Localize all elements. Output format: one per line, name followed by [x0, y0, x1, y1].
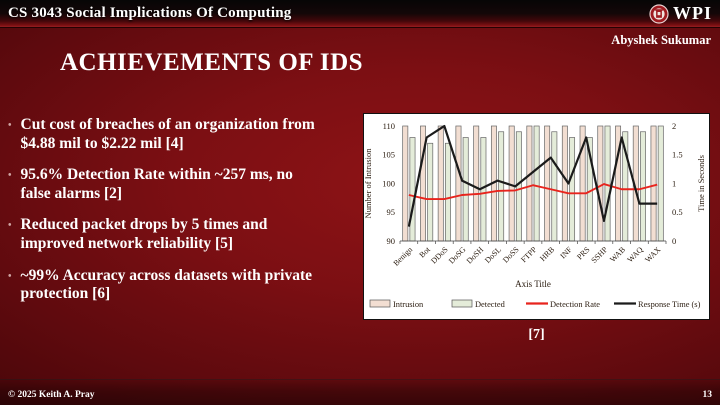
bullet-list: • Cut cost of breaches of an organization… [8, 116, 320, 317]
svg-text:1: 1 [672, 178, 676, 188]
svg-text:1.5: 1.5 [672, 150, 683, 160]
bullet-dot-icon: • [8, 220, 12, 232]
wpi-logo: WPI [649, 3, 712, 24]
svg-text:95: 95 [387, 207, 396, 217]
wpi-seal-icon [649, 3, 669, 24]
wpi-wordmark: WPI [673, 3, 712, 23]
bullet-text: Reduced packet drops by 5 times and impr… [20, 216, 268, 252]
svg-text:Detected: Detected [475, 300, 506, 309]
svg-text:DoSG: DoSG [447, 245, 468, 266]
svg-text:Response Time (s): Response Time (s) [638, 300, 701, 309]
svg-text:HRB: HRB [538, 245, 556, 263]
svg-text:INF: INF [558, 245, 574, 261]
bullet-item: • Reduced packet drops by 5 times and imp… [8, 216, 320, 253]
svg-text:Time in Seconds: Time in Seconds [696, 155, 706, 212]
svg-text:DDoS: DDoS [429, 245, 450, 266]
svg-text:Benign: Benign [392, 245, 415, 268]
bullet-text: Cut cost of breaches of an organization … [20, 116, 315, 152]
bullet-dot-icon: • [8, 120, 12, 131]
bullet-dot-icon: • [8, 270, 12, 282]
svg-text:0: 0 [672, 236, 676, 246]
svg-text:Intrusion: Intrusion [393, 300, 424, 309]
bullet-text: ~99% Accuracy across datasets with priva… [20, 266, 312, 303]
svg-text:DoSH: DoSH [465, 245, 486, 266]
svg-text:DoSS: DoSS [501, 245, 521, 265]
course-title: CS 3043 Social Implications Of Computing [8, 5, 292, 21]
svg-text:SSHP: SSHP [589, 245, 609, 265]
chart-svg: 90 95 100 105 110 0 0.5 1 1.5 2 Number of Intrusio… [364, 121, 706, 309]
svg-text:100: 100 [382, 178, 395, 188]
page-number: 13 [702, 390, 713, 400]
svg-text:90: 90 [387, 236, 396, 246]
svg-text:Axis Title: Axis Title [515, 279, 551, 289]
copyright-text: © 2025 Keith A. Pray [8, 390, 95, 400]
author-name: Abyshek Sukumar [611, 33, 711, 47]
svg-text:110: 110 [383, 121, 395, 131]
header-bar: CS 3043 Social Implications Of Computing… [0, 0, 720, 28]
footer-bar: © 2025 Keith A. Pray 13 [0, 379, 720, 405]
svg-text:WAQ: WAQ [626, 245, 645, 264]
svg-text:Detection Rate: Detection Rate [550, 300, 600, 309]
svg-text:WAB: WAB [608, 245, 627, 264]
bullet-item: • Cut cost of breaches of an organization… [8, 116, 320, 153]
svg-text:0.5: 0.5 [672, 207, 683, 217]
svg-text:WAX: WAX [643, 245, 662, 264]
svg-text:105: 105 [382, 150, 395, 160]
bullet-item: • 95.6% Detection Rate within ~257 ms, no… [8, 166, 320, 203]
svg-text:Number of Intrusion: Number of Intrusion [364, 148, 373, 219]
svg-text:DoSL: DoSL [483, 245, 503, 265]
bullet-dot-icon: • [8, 170, 12, 182]
bullet-item: • ~99% Accuracy across datasets with priv… [8, 267, 320, 304]
svg-text:2: 2 [672, 121, 676, 131]
page-title: ACHIEVEMENTS OF IDS [60, 49, 364, 76]
ids-performance-chart: 90 95 100 105 110 0 0.5 1 1.5 2 Number of Intrusio… [363, 113, 710, 320]
svg-text:FTPP: FTPP [519, 245, 539, 265]
chart-citation: [7] [528, 327, 545, 342]
bullet-text: 95.6% Detection Rate within ~257 ms, no … [20, 166, 293, 202]
